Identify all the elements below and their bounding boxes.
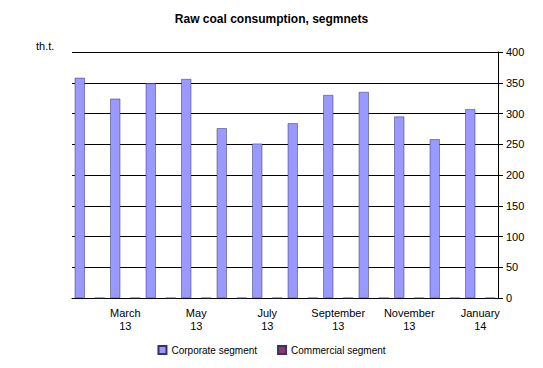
svg-text:13: 13 [332,320,344,332]
svg-text:Raw coal consumption, segmnets: Raw coal consumption, segmnets [175,12,369,26]
svg-text:300: 300 [506,108,524,120]
svg-text:250: 250 [506,138,524,150]
svg-text:July: July [257,307,277,319]
svg-text:th.t.: th.t. [36,40,54,52]
svg-text:January: January [461,307,501,319]
svg-text:November: November [384,307,435,319]
svg-text:50: 50 [506,261,518,273]
svg-text:13: 13 [119,320,131,332]
svg-text:May: May [186,307,207,319]
svg-text:March: March [110,307,141,319]
svg-text:13: 13 [190,320,202,332]
svg-text:350: 350 [506,77,524,89]
svg-text:0: 0 [506,292,512,304]
svg-text:400: 400 [506,46,524,58]
svg-text:13: 13 [261,320,273,332]
svg-text:100: 100 [506,231,524,243]
svg-text:150: 150 [506,200,524,212]
svg-text:September: September [311,307,365,319]
svg-text:13: 13 [403,320,415,332]
svg-text:14: 14 [474,320,486,332]
svg-text:Corporate segment: Corporate segment [171,345,257,356]
svg-text:Commercial segment: Commercial segment [291,345,386,356]
svg-text:200: 200 [506,169,524,181]
